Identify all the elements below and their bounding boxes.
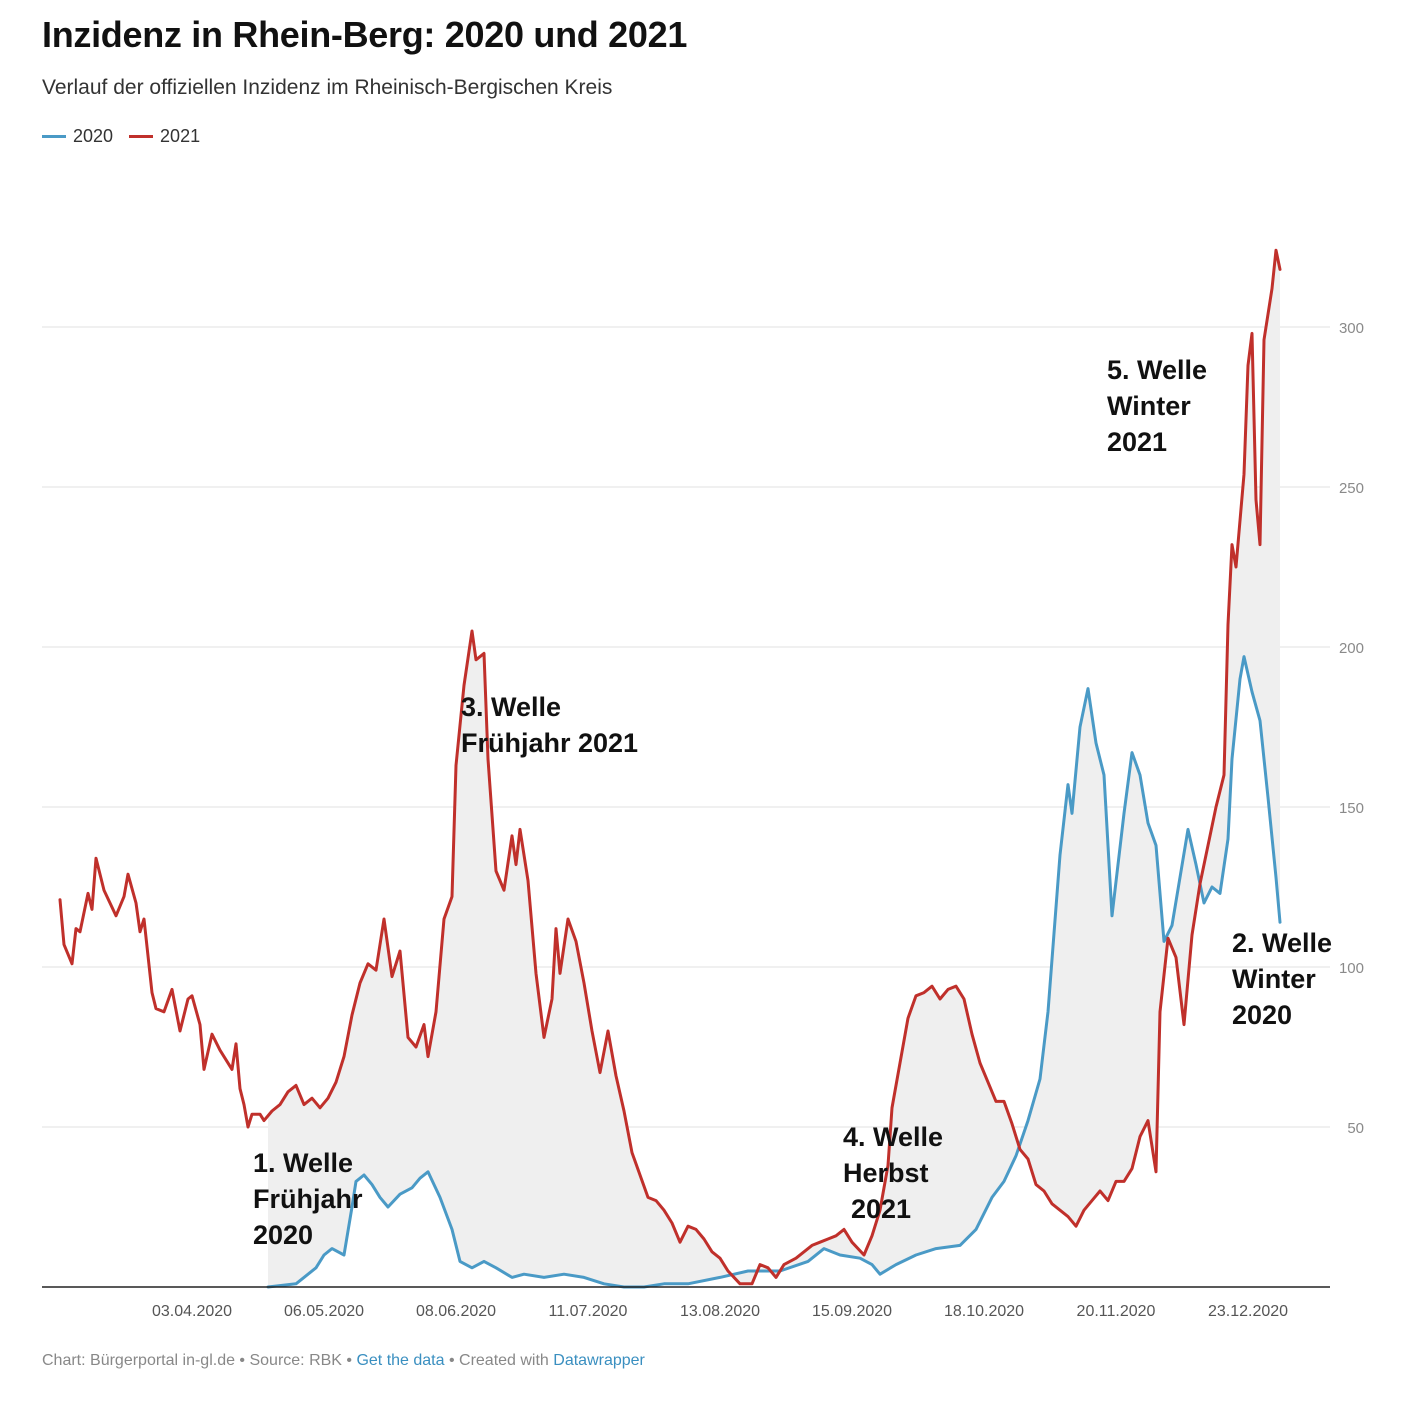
- annotation-3-line-3: 2021: [851, 1194, 911, 1224]
- y-tick-label-100: 100: [1339, 960, 1364, 977]
- legend-swatch-2020: [42, 135, 66, 138]
- x-tick-label-6: 18.10.2020: [944, 1303, 1024, 1320]
- x-tick-label-4: 13.08.2020: [680, 1303, 760, 1320]
- annotation-1-line-3: 2020: [253, 1220, 313, 1250]
- footer-source: Chart: Bürgerportal in-gl.de • Source: R…: [42, 1352, 357, 1369]
- legend: 2020 2021: [42, 126, 216, 147]
- datawrapper-link[interactable]: Datawrapper: [553, 1352, 645, 1369]
- legend-item-2021[interactable]: 2021: [129, 126, 200, 147]
- annotation-2-line-1: 3. Welle: [461, 692, 561, 722]
- x-tick-label-1: 06.05.2020: [284, 1303, 364, 1320]
- annotation-5-line-1: 2. Welle: [1232, 928, 1332, 958]
- y-tick-label-250: 250: [1339, 480, 1364, 497]
- x-tick-label-0: 03.04.2020: [152, 1303, 232, 1320]
- footer: Chart: Bürgerportal in-gl.de • Source: R…: [42, 1352, 645, 1370]
- legend-item-2020[interactable]: 2020: [42, 126, 113, 147]
- annotation-1-line-1: 1. Welle: [253, 1148, 353, 1178]
- footer-created: • Created with: [444, 1352, 554, 1369]
- annotation-3-line-1: 4. Welle: [843, 1122, 943, 1152]
- x-tick-label-5: 15.09.2020: [812, 1303, 892, 1320]
- chart-subtitle: Verlauf der offiziellen Inzidenz im Rhei…: [42, 76, 613, 99]
- annotation-1-line-2: Frühjahr: [253, 1184, 363, 1214]
- range-area: [268, 250, 1280, 1288]
- y-tick-label-50: 50: [1347, 1120, 1364, 1137]
- x-tick-label-8: 23.12.2020: [1208, 1303, 1288, 1320]
- annotation-3-line-2: Herbst: [843, 1158, 929, 1188]
- x-tick-label-2: 08.06.2020: [416, 1303, 496, 1320]
- annotation-5-line-2: Winter: [1232, 964, 1316, 994]
- chart-title: Inzidenz in Rhein-Berg: 2020 und 2021: [42, 14, 688, 55]
- y-tick-label-300: 300: [1339, 320, 1364, 337]
- series-line-2021: [58, 248, 1282, 1286]
- legend-label-2020: 2020: [73, 126, 114, 146]
- get-data-link[interactable]: Get the data: [356, 1352, 445, 1369]
- annotation-4-line-2: Winter: [1107, 391, 1191, 421]
- legend-swatch-2021: [129, 135, 154, 138]
- y-tick-label-200: 200: [1339, 640, 1364, 657]
- annotation-2-line-2: Frühjahr 2021: [461, 728, 638, 758]
- x-tick-label-7: 20.11.2020: [1077, 1303, 1156, 1320]
- annotation-4-line-1: 5. Welle: [1107, 355, 1207, 385]
- x-tick-label-3: 11.07.2020: [549, 1303, 628, 1320]
- legend-label-2021: 2021: [160, 126, 201, 146]
- y-tick-label-150: 150: [1339, 800, 1364, 817]
- annotation-5-line-3: 2020: [1232, 1000, 1292, 1030]
- annotation-4-line-3: 2021: [1107, 427, 1167, 457]
- series-line-2020: [266, 655, 1282, 1289]
